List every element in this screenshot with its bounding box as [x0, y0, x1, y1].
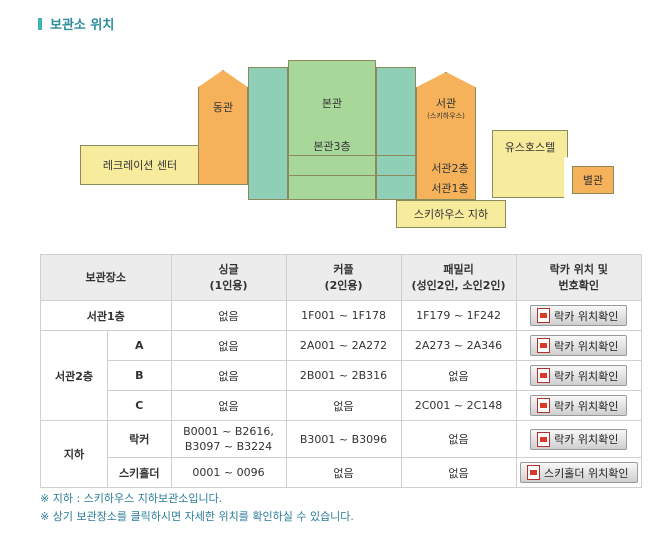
pdf-icon [537, 308, 551, 323]
building-main-left-wing [248, 67, 288, 200]
row-action: 스키홀더 위치확인 [515, 457, 643, 488]
header-family: 패밀리 (성인2인, 소인2인) [400, 254, 517, 301]
row-single: B0001 ~ B2616, B3097 ~ B3224 [170, 420, 287, 458]
header-couple: 커플 (2인용) [285, 254, 402, 301]
row-sub-location[interactable]: 락커 [107, 420, 172, 458]
locker-check-button[interactable]: 락카 위치확인 [530, 428, 628, 450]
row-sub-location[interactable]: 스키홀더 [107, 457, 172, 488]
building-ski-basement[interactable]: 스키하우스 지하 [396, 200, 506, 228]
section-title: 보관소 위치 [38, 14, 114, 33]
pdf-icon [537, 431, 551, 447]
table-row: 지하 락커 B0001 ~ B2616, B3097 ~ B3224 B3001 … [40, 420, 643, 488]
building-main-floor-line [288, 155, 416, 156]
ski-holder-check-button[interactable]: 스키홀더 위치확인 [520, 462, 638, 483]
building-annex-label: 별관 [582, 174, 604, 187]
row-couple: 1F001 ~ 1F178 [285, 300, 402, 331]
table-row: 서관2층 A 없음 2A001 ~ 2A272 2A273 ~ 2A346 락카… [40, 330, 643, 421]
building-main-label: 본관 [321, 97, 343, 110]
pdf-icon [527, 465, 541, 480]
row-action: 락카 위치확인 [515, 420, 643, 458]
building-east[interactable]: 동관 [198, 70, 248, 185]
header-single: 싱글 (1인용) [170, 254, 287, 301]
row-couple: B3001 ~ B3096 [285, 420, 402, 458]
pdf-icon [537, 368, 551, 383]
row-couple: 2A001 ~ 2A272 [285, 330, 402, 361]
locker-check-button[interactable]: 락카 위치확인 [530, 335, 628, 356]
pdf-icon [537, 398, 551, 413]
row-action: 락카 위치확인 [515, 330, 643, 361]
row-single: 0001 ~ 0096 [170, 457, 287, 488]
pdf-icon [537, 338, 551, 353]
row-family: 2C001 ~ 2C148 [400, 390, 517, 421]
building-map: 레크레이션 센터 동관 본관 본관3층 서관 (스키하우스) 서관2층 서관1층… [0, 0, 664, 240]
row-sub-location[interactable]: B [107, 360, 172, 391]
table-header-row: 보관장소 싱글 (1인용) 커플 (2인용) 패밀리 (성인2인, 소인2인) 락카 … [40, 254, 643, 301]
row-single: 없음 [170, 360, 287, 391]
locker-table: 보관장소 싱글 (1인용) 커플 (2인용) 패밀리 (성인2인, 소인2인) 락카 … [40, 254, 643, 488]
row-location[interactable]: 서관1층 [40, 300, 172, 331]
header-location: 보관장소 [40, 254, 172, 301]
table-row: 서관1층 없음 1F001 ~ 1F178 1F179 ~ 1F242 락카 위… [40, 300, 643, 331]
row-single: 없음 [170, 390, 287, 421]
row-couple: 2B001 ~ 2B316 [285, 360, 402, 391]
building-west[interactable]: 서관 (스키하우스) [416, 72, 476, 200]
section-title-text: 보관소 위치 [50, 18, 115, 33]
building-youth[interactable]: 유스호스텔 [492, 130, 568, 198]
locker-check-button[interactable]: 락카 위치확인 [530, 305, 628, 326]
row-family: 1F179 ~ 1F242 [400, 300, 517, 331]
row-sub-location[interactable]: C [107, 390, 172, 421]
row-single: 없음 [170, 300, 287, 331]
row-family: 없음 [400, 420, 517, 458]
building-east-label: 동관 [212, 101, 234, 114]
table-row: 스키홀더 0001 ~ 0096 없음 없음 스키홀더 위치확인 [41, 457, 643, 488]
building-ski-basement-label: 스키하우스 지하 [413, 208, 489, 221]
building-west2-label[interactable]: 서관2층 [431, 162, 469, 175]
building-recreation[interactable]: 레크레이션 센터 [80, 145, 200, 185]
row-couple: 없음 [285, 457, 402, 488]
table-row: C 없음 없음 2C001 ~ 2C148 락카 위치확인 [41, 390, 643, 421]
building-main-right-wing [376, 67, 416, 200]
building-recreation-label: 레크레이션 센터 [102, 159, 178, 172]
row-action: 락카 위치확인 [515, 360, 643, 391]
row-family: 없음 [400, 457, 517, 488]
row-sub-location[interactable]: A [107, 330, 172, 361]
building-west-sub-label: (스키하우스) [427, 112, 465, 120]
building-west-label: 서관 [435, 97, 457, 110]
table-row: B 없음 2B001 ~ 2B316 없음 락카 위치확인 [41, 360, 643, 391]
row-family: 2A273 ~ 2A346 [400, 330, 517, 361]
building-main-floor-line-2 [288, 175, 416, 176]
row-action: 락카 위치확인 [515, 300, 643, 331]
row-location[interactable]: 지하 [40, 420, 108, 488]
building-main[interactable]: 본관 [288, 60, 376, 200]
building-west1-label[interactable]: 서관1층 [431, 182, 469, 195]
note-click-hint: ※ 상기 보관장소를 클릭하시면 자세한 위치를 확인하실 수 있습니다. [40, 510, 354, 523]
locker-check-button[interactable]: 락카 위치확인 [530, 395, 628, 416]
title-bar-icon [38, 17, 42, 30]
row-action: 락카 위치확인 [515, 390, 643, 421]
building-youth-label: 유스호스텔 [504, 141, 556, 154]
row-single: 없음 [170, 330, 287, 361]
locker-check-button[interactable]: 락카 위치확인 [530, 365, 628, 386]
row-couple: 없음 [285, 390, 402, 421]
note-basement: ※ 지하 : 스키하우스 지하보관소입니다. [40, 492, 223, 505]
building-annex[interactable]: 별관 [572, 166, 614, 194]
row-location[interactable]: 서관2층 [40, 330, 108, 421]
header-locker-check: 락카 위치 및 번호확인 [515, 254, 643, 301]
building-main3-label[interactable]: 본관3층 [313, 140, 351, 153]
row-family: 없음 [400, 360, 517, 391]
